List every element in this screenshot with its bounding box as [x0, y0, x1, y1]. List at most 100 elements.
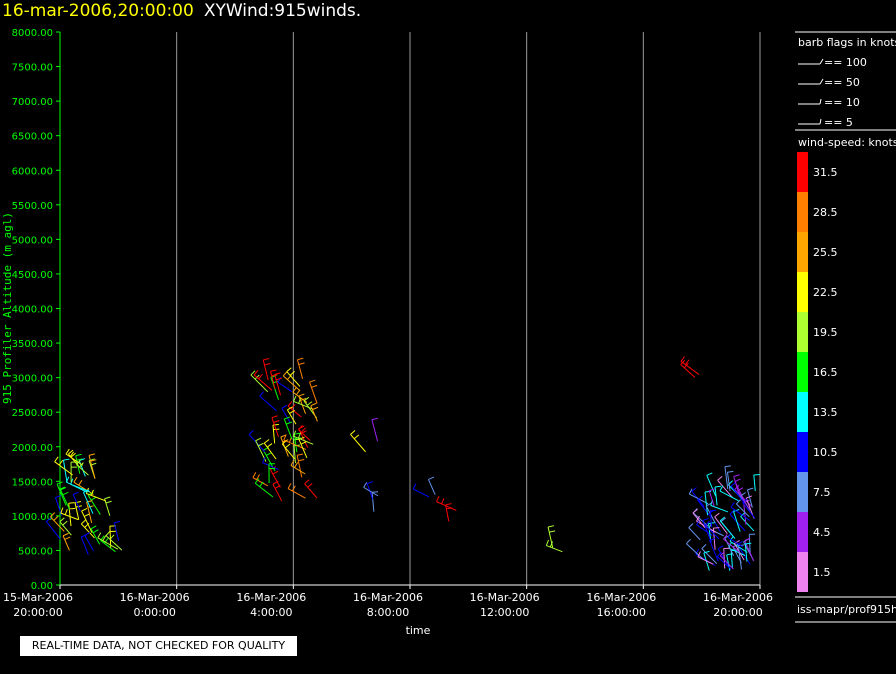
barb-flag — [753, 473, 760, 476]
wind-barb — [290, 460, 306, 475]
wind-barb — [259, 391, 277, 412]
wind-barb — [717, 475, 733, 499]
barb-staff — [719, 555, 734, 570]
barb-flag — [685, 359, 690, 365]
barb-flag — [286, 421, 292, 425]
wind-barb — [62, 458, 70, 483]
wind-barb — [262, 457, 279, 471]
speed-swatch — [797, 392, 808, 432]
barb-staff — [733, 511, 741, 532]
barb-sample-flag — [819, 58, 824, 65]
barb-flag — [736, 499, 741, 505]
barb-staff — [708, 490, 715, 507]
barb-flag — [737, 487, 744, 492]
y-axis-label: 915 Profiler Altitude (m agl) — [1, 212, 14, 404]
barb-flag — [702, 517, 709, 521]
barb-flag — [64, 536, 71, 540]
barb-staff — [68, 503, 72, 527]
barb-staff — [680, 360, 700, 375]
barb-flag — [436, 496, 440, 502]
x-tick-date: 16-Mar-2006 — [703, 591, 773, 604]
barb-flag — [84, 522, 90, 528]
x-axis-label: time — [406, 624, 431, 637]
wind-barb — [709, 509, 717, 528]
wind-barb — [82, 489, 94, 514]
wind-barb — [309, 379, 318, 404]
barb-flag — [289, 371, 295, 376]
x-tick-date: 16-Mar-2006 — [236, 591, 306, 604]
barb-flag — [73, 476, 78, 483]
barb-staff — [293, 435, 314, 445]
barb-staff — [74, 502, 80, 520]
barb-flag — [295, 389, 301, 396]
wind-barb — [274, 372, 283, 396]
barb-staff — [714, 516, 728, 535]
barb-flag — [705, 520, 711, 526]
barb-flag — [76, 459, 81, 465]
wind-barb — [296, 357, 305, 379]
wind-barb — [298, 424, 311, 441]
barb-staff — [293, 400, 314, 410]
barb-flag — [65, 448, 70, 455]
wind-barb — [363, 481, 379, 497]
barb-flag — [90, 459, 97, 462]
barb-flag — [683, 363, 689, 369]
barb-flag — [266, 452, 272, 456]
wind-barb — [254, 478, 274, 498]
wind-barb — [252, 472, 269, 487]
wind-barb — [692, 508, 706, 528]
barb-legend-label: == 100 — [824, 56, 867, 69]
barb-flag — [259, 481, 264, 487]
barb-flag — [719, 551, 725, 557]
barb-flag — [716, 551, 722, 557]
barb-staff — [287, 488, 306, 499]
barb-staff — [84, 535, 94, 551]
barb-staff — [413, 488, 430, 498]
barb-staff — [283, 418, 293, 440]
barb-staff — [730, 485, 746, 504]
speed-legend-label: 19.5 — [813, 326, 838, 339]
wind-barb — [62, 532, 71, 551]
barb-staff — [701, 548, 718, 564]
barb-staff — [253, 374, 273, 391]
barb-flag — [114, 520, 121, 524]
wind-barb — [287, 483, 306, 499]
wind-barb — [547, 525, 556, 548]
barb-staff — [723, 538, 740, 553]
barb-flag — [68, 502, 75, 504]
barb-flag — [266, 443, 273, 448]
speed-legend-label: 28.5 — [813, 206, 838, 219]
wind-barb — [269, 466, 281, 488]
barb-staff — [702, 520, 712, 543]
barb-staff — [743, 501, 747, 525]
wind-barb — [726, 470, 734, 492]
wind-barb — [719, 485, 739, 502]
wind-barb — [65, 476, 88, 493]
barb-flag — [255, 437, 262, 442]
barb-flag — [301, 427, 306, 433]
barb-staff — [62, 535, 70, 551]
wind-barb — [350, 430, 366, 453]
wind-barb — [436, 496, 457, 511]
barb-flag — [303, 396, 310, 402]
barb-flag — [254, 478, 260, 484]
wind-barb — [268, 463, 275, 483]
x-tick-date: 16-Mar-2006 — [353, 591, 423, 604]
wind-barb — [76, 459, 89, 476]
barb-flag — [81, 508, 88, 512]
barb-sample-flag — [819, 98, 822, 105]
wind-barbs — [45, 356, 760, 571]
wind-barb — [248, 430, 266, 453]
barb-staff — [436, 501, 457, 511]
barb-staff — [547, 526, 554, 548]
barb-staff — [252, 477, 269, 487]
barb-flag — [298, 424, 303, 430]
barb-staff — [90, 528, 101, 545]
speed-swatch — [797, 192, 808, 232]
chart-title: 16-mar-2006,20:00:00 XYWind:915winds. — [2, 1, 361, 21]
barb-flag — [286, 367, 292, 373]
barb-staff — [304, 483, 318, 499]
wind-barb — [292, 430, 314, 445]
barb-flag — [307, 482, 313, 488]
wind-barb — [412, 483, 430, 498]
